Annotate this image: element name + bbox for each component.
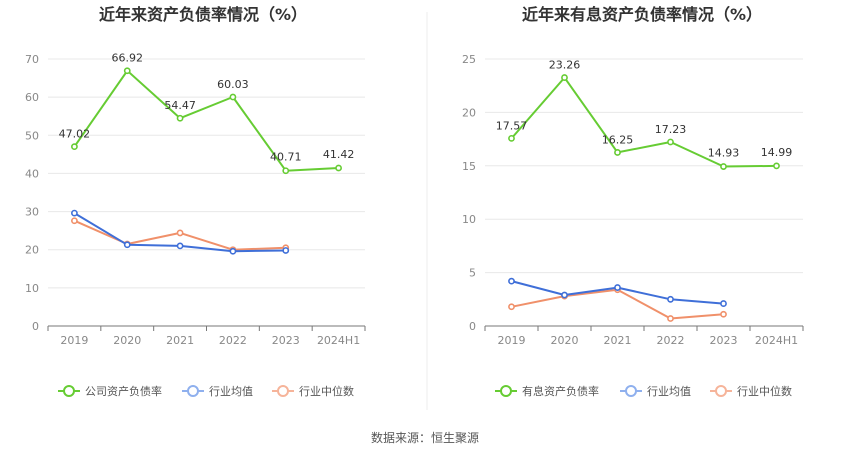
x-tick-label: 2022 xyxy=(219,334,247,347)
data-label: 14.93 xyxy=(708,147,740,160)
data-point xyxy=(561,74,568,81)
data-point xyxy=(123,241,131,249)
data-label: 17.23 xyxy=(655,123,687,136)
legend-swatch-marker xyxy=(715,385,727,397)
legend-item-2[interactable]: 行业均值 xyxy=(620,385,691,398)
legend-item-1[interactable]: 有息资产负债率 xyxy=(495,384,599,398)
legend-swatch-marker xyxy=(277,385,289,397)
series-line-1 xyxy=(510,76,777,168)
y-tick-label: 10 xyxy=(462,213,476,226)
data-point xyxy=(561,291,568,299)
data-point xyxy=(176,229,184,237)
y-tick-label: 20 xyxy=(462,106,476,119)
data-label: 41.42 xyxy=(323,148,355,161)
data-point xyxy=(71,217,78,225)
data-point xyxy=(720,163,727,170)
x-tick-label: 2023 xyxy=(272,334,300,347)
data-point xyxy=(71,209,78,217)
data-label: 40.71 xyxy=(270,151,302,164)
data-label: 14.99 xyxy=(761,146,793,159)
legend-item-1[interactable]: 公司资产负债率 xyxy=(58,384,162,398)
x-tick-label: 2019 xyxy=(60,334,88,347)
data-point xyxy=(282,247,290,254)
data-point xyxy=(667,295,674,303)
data-point xyxy=(123,67,131,75)
y-tick-label: 10 xyxy=(25,282,39,295)
data-point xyxy=(508,134,515,142)
y-tick-label: 30 xyxy=(25,206,39,219)
data-label: 60.03 xyxy=(217,78,249,91)
x-tick-label: 2022 xyxy=(657,334,685,347)
data-point xyxy=(667,315,674,322)
data-point xyxy=(282,167,290,175)
series-line-3 xyxy=(511,288,724,320)
y-tick-label: 70 xyxy=(25,53,39,66)
legend-label: 行业中位数 xyxy=(737,384,792,398)
y-tick-label: 50 xyxy=(25,129,39,142)
legend-swatch-marker xyxy=(187,385,199,397)
data-point xyxy=(71,143,78,151)
x-tick-label: 2020 xyxy=(113,334,141,347)
chart-title: 近年来资产负债率情况（%） xyxy=(99,5,307,24)
data-point xyxy=(229,247,237,255)
data-point xyxy=(667,138,674,146)
data-point xyxy=(508,303,515,311)
data-point xyxy=(508,277,515,285)
data-label: 47.02 xyxy=(59,128,91,141)
chart-title: 近年来有息资产负债率情况（%） xyxy=(522,5,762,24)
y-tick-label: 5 xyxy=(469,267,476,280)
legend-item-2[interactable]: 行业均值 xyxy=(182,385,253,398)
data-point xyxy=(176,242,184,250)
legend-label: 有息资产负债率 xyxy=(522,384,599,398)
data-point xyxy=(614,149,621,156)
data-label: 66.92 xyxy=(112,52,144,65)
data-point xyxy=(614,284,621,291)
legend-item-3[interactable]: 行业中位数 xyxy=(272,384,354,398)
legend-item-3[interactable]: 行业中位数 xyxy=(710,384,792,398)
legend-label: 公司资产负债率 xyxy=(85,384,162,398)
x-tick-label: 2021 xyxy=(166,334,194,347)
x-tick-label: 2019 xyxy=(498,334,526,347)
y-tick-label: 25 xyxy=(462,53,476,66)
y-tick-label: 15 xyxy=(462,160,476,173)
data-point xyxy=(176,114,184,122)
data-point xyxy=(229,93,237,101)
x-tick-label: 2024H1 xyxy=(317,334,360,347)
data-label: 17.57 xyxy=(496,119,528,132)
legend-swatch-marker xyxy=(500,385,512,397)
data-point xyxy=(720,310,727,318)
x-tick-label: 2023 xyxy=(710,334,738,347)
y-tick-label: 0 xyxy=(469,320,476,333)
data-label: 54.47 xyxy=(164,99,196,112)
y-tick-label: 20 xyxy=(25,244,39,257)
data-label: 16.25 xyxy=(602,133,634,146)
legend-label: 行业均值 xyxy=(209,385,253,398)
x-tick-label: 2020 xyxy=(551,334,579,347)
y-tick-label: 0 xyxy=(32,320,39,333)
y-tick-label: 60 xyxy=(25,91,39,104)
x-tick-label: 2021 xyxy=(604,334,632,347)
legend-label: 行业中位数 xyxy=(299,384,354,398)
legend-label: 行业均值 xyxy=(647,385,691,398)
chart-panel-1: 近年来资产负债率情况（%） 0 10 20 30 40 50 60 70 2019 2020 2021… xyxy=(25,5,366,398)
series-line-1 xyxy=(73,69,339,172)
data-point xyxy=(720,300,727,307)
data-point xyxy=(773,162,780,170)
data-label: 23.26 xyxy=(549,59,581,72)
chart-panel-2: 近年来有息资产负债率情况（%） 0 5 10 15 20 25 2019 2020 2021 202… xyxy=(462,5,804,398)
x-tick-label: 2024H1 xyxy=(755,334,798,347)
legend-swatch-marker xyxy=(625,385,637,397)
y-tick-label: 40 xyxy=(25,167,39,180)
legend-swatch-marker xyxy=(63,385,75,397)
data-source-note: 数据来源：恒生聚源 xyxy=(370,431,479,445)
data-point xyxy=(335,164,342,172)
